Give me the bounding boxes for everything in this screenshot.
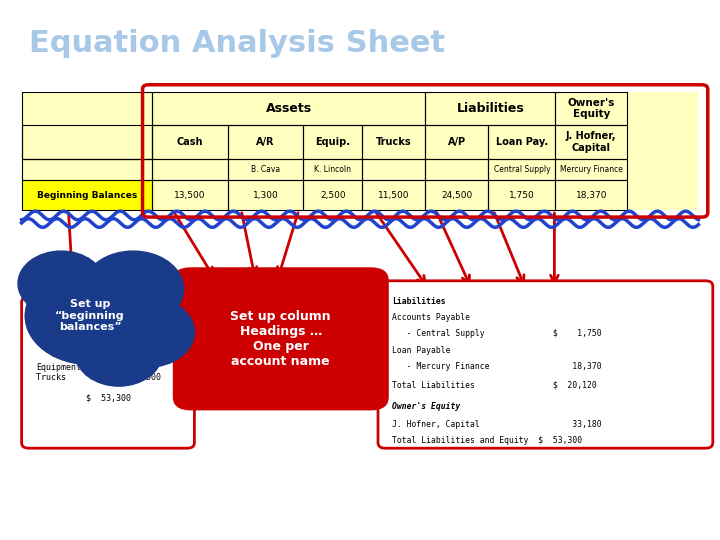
Text: J. Hofner, Capital                   33,180: J. Hofner, Capital 33,180 — [392, 420, 602, 429]
Text: 11,500: 11,500 — [378, 191, 410, 200]
FancyBboxPatch shape — [173, 267, 389, 410]
FancyBboxPatch shape — [488, 159, 555, 180]
Text: - Mercury Finance                 18,370: - Mercury Finance 18,370 — [392, 362, 602, 371]
FancyBboxPatch shape — [555, 159, 627, 180]
FancyBboxPatch shape — [22, 180, 152, 210]
Text: B. Cava: B. Cava — [251, 165, 280, 174]
Text: - Central Supply              $    1,750: - Central Supply $ 1,750 — [392, 329, 602, 339]
FancyBboxPatch shape — [228, 125, 303, 159]
Text: Cash: Cash — [176, 137, 203, 147]
FancyBboxPatch shape — [22, 125, 152, 159]
FancyBboxPatch shape — [362, 125, 425, 159]
Text: Liabilities: Liabilities — [456, 102, 524, 115]
Text: Owner's
Equity: Owner's Equity — [567, 98, 615, 119]
FancyBboxPatch shape — [228, 180, 303, 210]
Circle shape — [18, 251, 104, 316]
Text: Accounts Payable: Accounts Payable — [392, 313, 470, 322]
Text: A/R: A/R — [256, 137, 274, 147]
Text: Total Liabilities and Equity  $  53,300: Total Liabilities and Equity $ 53,300 — [392, 436, 582, 446]
Text: Trucks: Trucks — [376, 137, 411, 147]
Text: Beginning Balances: Beginning Balances — [37, 191, 137, 200]
FancyBboxPatch shape — [22, 92, 152, 159]
FancyBboxPatch shape — [22, 297, 194, 448]
FancyBboxPatch shape — [488, 180, 555, 210]
Text: Mercury Finance: Mercury Finance — [559, 165, 623, 174]
Text: 13,500: 13,500 — [174, 191, 205, 200]
Text: 1,300: 1,300 — [253, 191, 279, 200]
Text: Loan Payable: Loan Payable — [392, 346, 451, 355]
Text: Set up
“beginning
balances”: Set up “beginning balances” — [55, 299, 125, 333]
Circle shape — [76, 321, 162, 386]
Text: Equation Analysis Sheet: Equation Analysis Sheet — [29, 29, 445, 58]
Text: 18,370: 18,370 — [575, 191, 607, 200]
Text: 2,500: 2,500 — [320, 191, 346, 200]
Text: 24,500: 24,500 — [441, 191, 472, 200]
FancyBboxPatch shape — [425, 92, 555, 125]
FancyBboxPatch shape — [152, 159, 228, 180]
FancyBboxPatch shape — [362, 180, 425, 210]
FancyBboxPatch shape — [555, 125, 627, 159]
Text: Owner's Equity: Owner's Equity — [392, 402, 461, 411]
FancyBboxPatch shape — [303, 180, 362, 210]
FancyBboxPatch shape — [22, 159, 152, 180]
Text: Liabilities: Liabilities — [392, 297, 446, 306]
Circle shape — [101, 297, 194, 367]
FancyBboxPatch shape — [425, 180, 488, 210]
Text: J. Hofner,
Capital: J. Hofner, Capital — [566, 131, 616, 153]
FancyBboxPatch shape — [425, 125, 488, 159]
FancyBboxPatch shape — [303, 159, 362, 180]
FancyBboxPatch shape — [152, 180, 228, 210]
FancyBboxPatch shape — [362, 159, 425, 180]
Circle shape — [25, 267, 155, 365]
Text: Total Liabilities                $  20,120: Total Liabilities $ 20,120 — [392, 381, 597, 390]
FancyBboxPatch shape — [378, 281, 713, 448]
Text: K. Lincoln: K. Lincoln — [314, 165, 351, 174]
FancyBboxPatch shape — [555, 180, 627, 210]
Text: Loan Pay.: Loan Pay. — [496, 137, 548, 147]
Text: METROPOLITAN MOVERS
BALANCE SHEET
JANUARY 31, 2008: METROPOLITAN MOVERS BALANCE SHEET JANUAR… — [233, 321, 387, 354]
FancyBboxPatch shape — [152, 125, 228, 159]
FancyBboxPatch shape — [22, 92, 698, 210]
Text: Central Supply: Central Supply — [493, 165, 550, 174]
FancyBboxPatch shape — [228, 159, 303, 180]
Text: Equip.: Equip. — [315, 137, 350, 147]
Text: A/P: A/P — [448, 137, 466, 147]
FancyBboxPatch shape — [303, 125, 362, 159]
FancyBboxPatch shape — [555, 92, 627, 125]
Text: Assets: Assets — [266, 102, 312, 115]
Text: Assets
Cash
Accounts Receivable
   - R. Cava
   - K. Lincoln
Equipment
Trucks   : Assets Cash Accounts Receivable - R. Cav… — [36, 310, 161, 403]
Text: Set up column
Headings …
One per
account name: Set up column Headings … One per account… — [230, 310, 331, 368]
FancyBboxPatch shape — [488, 125, 555, 159]
FancyBboxPatch shape — [152, 92, 425, 125]
FancyBboxPatch shape — [425, 159, 488, 180]
Circle shape — [83, 251, 184, 327]
Text: 1,750: 1,750 — [509, 191, 535, 200]
